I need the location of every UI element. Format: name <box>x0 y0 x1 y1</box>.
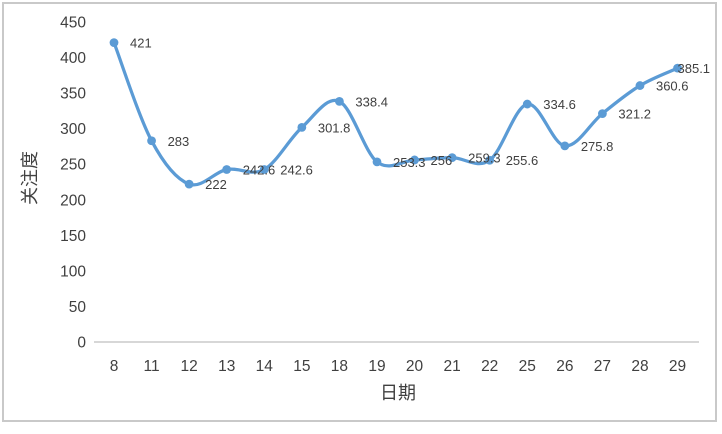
y-axis-tick-label: 0 <box>77 335 86 352</box>
data-point-marker <box>635 81 645 90</box>
data-point-marker <box>222 165 232 174</box>
data-point-label: 242.6 <box>280 162 313 177</box>
x-axis-tick-label: 8 <box>110 358 119 375</box>
y-axis-tick-label: 350 <box>60 86 86 103</box>
data-point-label: 253.3 <box>393 155 426 170</box>
data-point-marker <box>598 109 607 118</box>
data-point-label: 421 <box>130 36 152 51</box>
data-point-marker <box>184 179 194 189</box>
data-point-label: 256 <box>431 153 453 168</box>
x-axis-tick-label: 27 <box>594 358 611 375</box>
x-axis-tick-label: 18 <box>331 358 348 375</box>
x-axis-title: 日期 <box>380 383 416 403</box>
chart-border <box>2 2 717 422</box>
x-axis-tick-label: 29 <box>669 358 686 375</box>
x-axis-tick-label: 25 <box>519 358 536 375</box>
data-point-marker <box>447 153 457 163</box>
data-point-label: 334.6 <box>543 97 576 112</box>
data-point-label: 255.6 <box>506 153 539 168</box>
x-axis-tick-label: 13 <box>218 358 235 375</box>
x-axis-tick-label: 11 <box>144 358 160 375</box>
y-axis-tick-label: 400 <box>60 50 86 67</box>
data-point-marker <box>522 99 532 109</box>
data-point-marker <box>560 141 570 151</box>
x-axis-tick-label: 19 <box>368 358 385 375</box>
data-point-label: 275.8 <box>581 139 614 154</box>
x-axis-tick-label: 28 <box>631 358 648 375</box>
x-axis-tick-label: 12 <box>181 358 198 375</box>
series-line <box>112 40 680 187</box>
data-point-marker <box>372 157 382 167</box>
x-axis-tick-label: 14 <box>256 358 274 375</box>
y-axis-tick-label: 50 <box>69 299 87 316</box>
x-axis-tick-label: 26 <box>556 358 573 375</box>
data-point-marker <box>147 136 156 146</box>
data-point-label: 321.2 <box>618 107 651 122</box>
data-point-marker <box>485 155 495 165</box>
y-axis-tick-label: 150 <box>60 228 86 245</box>
x-axis-tick-label: 22 <box>481 358 498 375</box>
data-point-marker <box>109 38 119 48</box>
data-point-marker <box>259 165 269 174</box>
data-point-marker <box>410 155 419 165</box>
data-point-label: 360.6 <box>656 79 689 94</box>
data-point-label: 283 <box>168 134 190 149</box>
y-axis-tick-label: 300 <box>60 121 86 138</box>
data-point-label: 385.1 <box>678 61 711 76</box>
data-point-label: 222 <box>205 177 227 192</box>
y-axis-tick-label: 100 <box>60 263 86 280</box>
data-point-label: 242.6 <box>243 162 276 177</box>
y-axis-tick-label: 450 <box>60 15 86 32</box>
data-point-label: 301.8 <box>318 120 351 135</box>
x-axis-tick-label: 15 <box>293 358 310 375</box>
data-point-label: 259.3 <box>468 151 501 166</box>
x-axis-tick-label: 20 <box>406 358 424 375</box>
data-point-marker <box>673 63 682 73</box>
data-point-marker <box>297 122 307 132</box>
y-axis-tick-label: 200 <box>60 192 86 209</box>
data-point-label: 338.4 <box>355 94 388 109</box>
y-axis-tick-label: 250 <box>60 157 86 174</box>
x-axis-tick-label: 21 <box>444 358 461 375</box>
data-point-marker <box>335 96 344 106</box>
